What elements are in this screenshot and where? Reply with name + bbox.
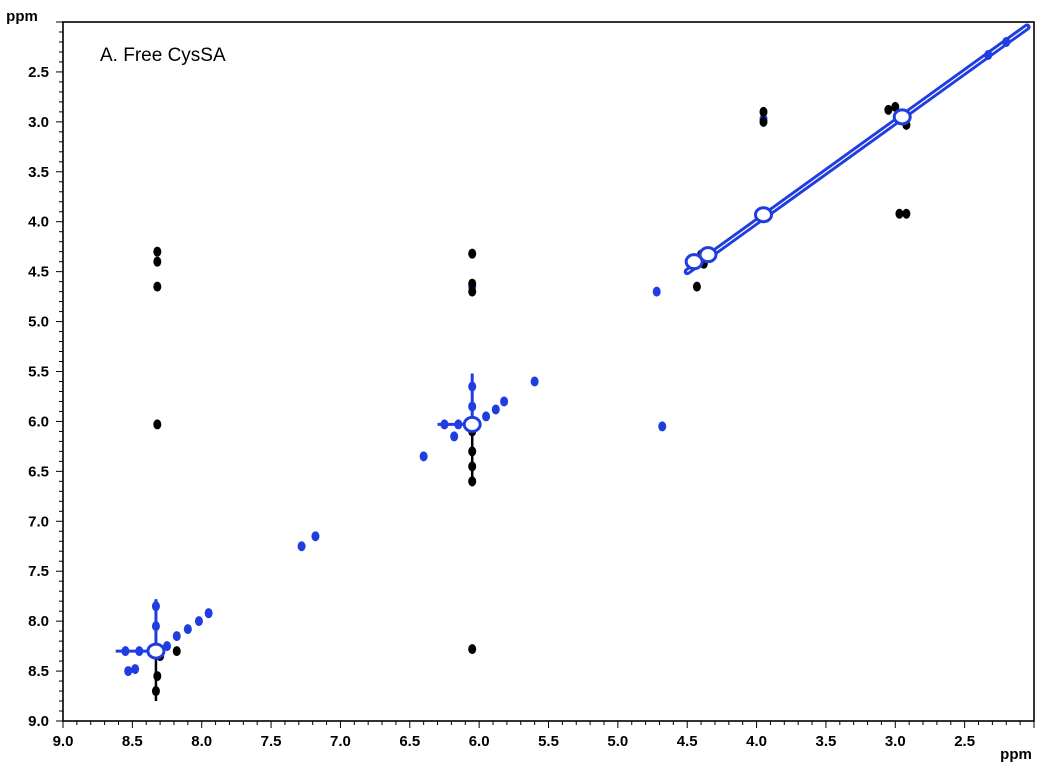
chart-title: A. Free CysSA — [100, 45, 226, 66]
nmr-peak — [468, 248, 477, 259]
nmr-peak — [468, 476, 477, 487]
y-tick-label: 3.0 — [28, 114, 49, 131]
diagonal-ring-peak — [698, 246, 718, 264]
nmr-peak — [491, 404, 500, 415]
x-tick-label: 5.0 — [607, 733, 628, 750]
nmr-peak — [121, 646, 130, 657]
x-axis: 9.0 8.5 8.0 7.5 7.0 6.5 6.0 5.5 5.0 4.5 4.0 3.5 3.0 2… — [53, 721, 1035, 750]
diagonal-ring-peak — [892, 108, 912, 126]
nmr-peak — [652, 286, 661, 297]
x-axis-unit-label: ppm — [1000, 746, 1032, 763]
x-tick-label: 7.0 — [330, 733, 351, 750]
nmr-peak — [658, 421, 667, 432]
x-tick-label: 2.5 — [954, 733, 975, 750]
y-axis-unit-label: ppm — [6, 8, 38, 25]
nmr-peak — [1002, 36, 1011, 47]
nmr-peak — [131, 664, 140, 675]
diagonal-ring-peak — [462, 415, 482, 433]
y-tick-label: 4.5 — [28, 264, 49, 281]
plot-area — [115, 23, 1031, 702]
nmr-peak — [468, 381, 477, 392]
y-tick-label: 6.5 — [28, 463, 49, 480]
x-tick-label: 8.0 — [191, 733, 212, 750]
nmr-peak — [759, 106, 768, 117]
nmr-peak — [468, 278, 477, 289]
y-tick-label: 9.0 — [28, 713, 49, 730]
nmr-peak — [135, 646, 144, 657]
y-tick-label: 7.0 — [28, 513, 49, 530]
nmr-peak — [153, 419, 162, 430]
nmr-peak — [454, 419, 463, 430]
x-tick-label: 9.0 — [53, 733, 74, 750]
nmr-peak — [204, 608, 213, 619]
nmr-peak — [440, 419, 449, 430]
diagonal-peak-core — [686, 26, 1028, 273]
y-tick-label: 8.0 — [28, 613, 49, 630]
y-tick-label: 6.0 — [28, 413, 49, 430]
nmr-peak — [692, 281, 701, 292]
diagonal-ring-peak — [754, 206, 774, 224]
nmr-peak — [151, 601, 160, 612]
nmr-peak — [450, 431, 459, 442]
nmr-peak — [153, 281, 162, 292]
y-tick-label: 4.0 — [28, 214, 49, 231]
x-tick-label: 4.5 — [677, 733, 698, 750]
x-tick-label: 7.5 — [261, 733, 282, 750]
nmr-peak — [172, 646, 181, 657]
nmr-peak — [153, 671, 162, 682]
diagonal-ring-peak — [146, 642, 166, 660]
nmr-peak — [172, 631, 181, 642]
nmr-peak — [151, 686, 160, 697]
nmr-peak — [468, 401, 477, 412]
nmr-peak — [419, 451, 428, 462]
nmr-peak — [153, 246, 162, 257]
x-tick-label: 4.0 — [746, 733, 767, 750]
y-tick-label: 5.0 — [28, 314, 49, 331]
y-tick-label: 5.5 — [28, 364, 49, 381]
x-tick-label: 3.5 — [815, 733, 836, 750]
nmr-peak — [902, 208, 911, 219]
nmr-peak — [297, 541, 306, 552]
nmr-peak — [530, 376, 539, 387]
nmr-peak — [153, 256, 162, 267]
y-tick-label: 8.5 — [28, 663, 49, 680]
nmr-peak — [891, 101, 900, 112]
y-axis: 2.5 3.0 3.5 4.0 4.5 5.0 5.5 6.0 6.5 7.0 7.5 8.0 8.5 9… — [28, 21, 63, 730]
nmr-peak — [311, 531, 320, 542]
x-tick-label: 3.0 — [885, 733, 906, 750]
nmr-peak — [895, 208, 904, 219]
nmr-peak — [482, 411, 491, 422]
nmr-peak — [183, 624, 192, 635]
nmr-peak — [468, 286, 477, 297]
y-tick-label: 2.5 — [28, 64, 49, 81]
y-tick-label: 7.5 — [28, 563, 49, 580]
nmr-peak — [468, 446, 477, 457]
nmr-peak — [759, 116, 768, 127]
nmr-peak — [194, 616, 203, 627]
nmr-peak — [151, 621, 160, 632]
diagonal-ring-peak — [684, 253, 704, 271]
nmr-peak — [500, 396, 509, 407]
nmr-peak — [468, 644, 477, 655]
x-tick-label: 5.5 — [538, 733, 559, 750]
x-tick-label: 6.0 — [469, 733, 490, 750]
nmr-peak — [984, 49, 993, 60]
x-tick-label: 6.5 — [399, 733, 420, 750]
nmr-peak — [124, 666, 133, 677]
nmr-peak — [468, 461, 477, 472]
y-tick-label: 3.5 — [28, 164, 49, 181]
x-tick-label: 8.5 — [122, 733, 143, 750]
nmr-peak — [884, 104, 893, 115]
